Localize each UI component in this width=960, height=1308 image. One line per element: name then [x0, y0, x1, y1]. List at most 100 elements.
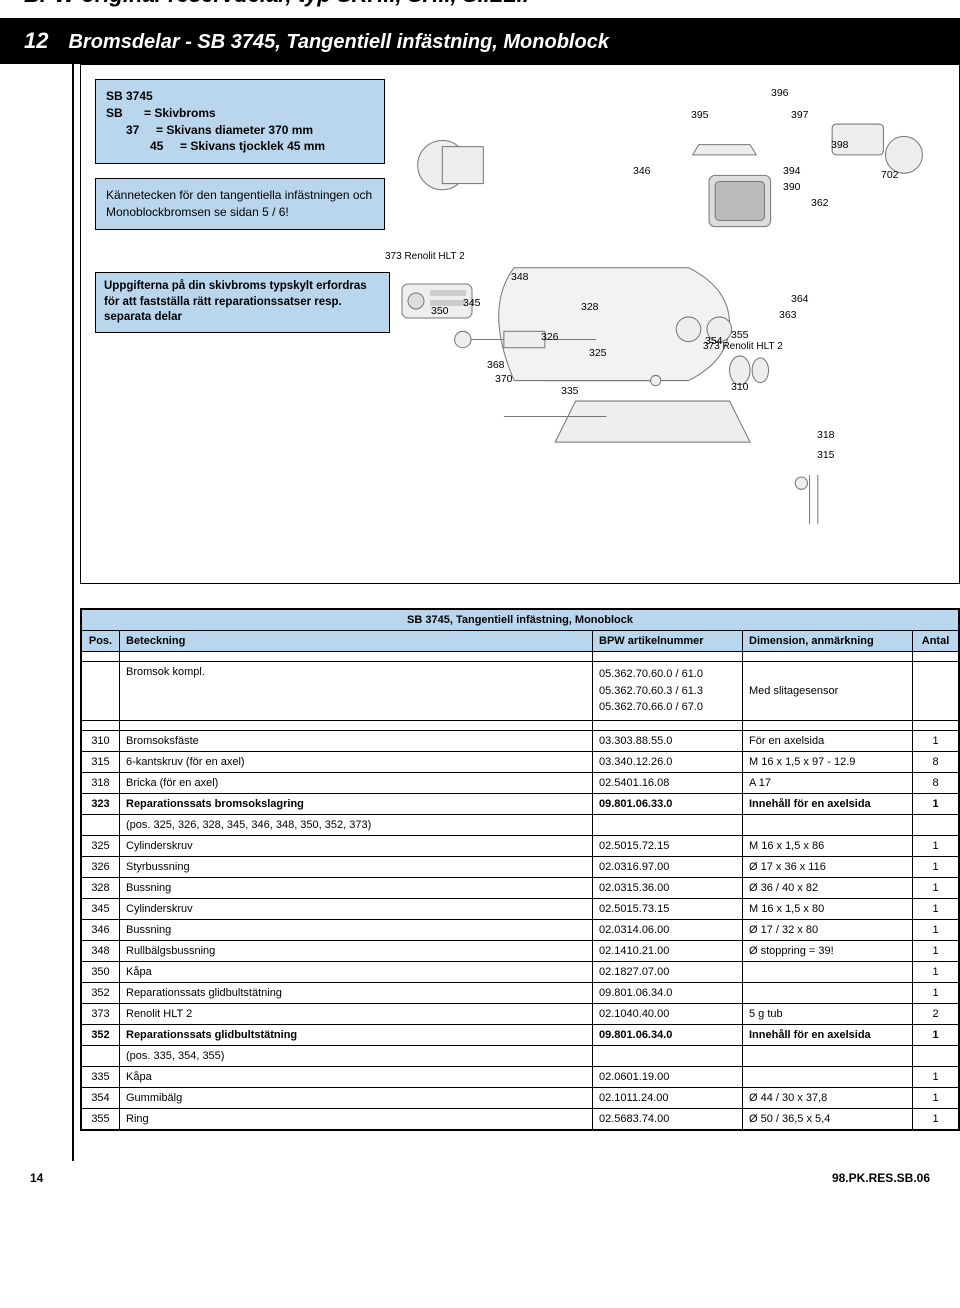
table-cell: 1 — [913, 1066, 959, 1087]
dl-325: 325 — [589, 347, 607, 359]
intro-dim: Med slitagesensor — [743, 662, 913, 721]
table-cell: För en axelsida — [743, 730, 913, 751]
ib-r3c3: = Skivans diameter 370 mm — [156, 122, 313, 139]
table-cell: Ø 17 x 36 x 116 — [743, 856, 913, 877]
table-row: 350Kåpa02.1827.07.001 — [82, 961, 959, 982]
table-cell — [743, 961, 913, 982]
table-cell: 02.1410.21.00 — [593, 940, 743, 961]
table-cell: 373 — [82, 1003, 120, 1024]
table-cell: 325 — [82, 835, 120, 856]
table-cell: 8 — [913, 772, 959, 793]
table-cell — [913, 1045, 959, 1066]
table-cell — [743, 1045, 913, 1066]
table-cell: 02.5015.73.15 — [593, 898, 743, 919]
table-row: 354Gummibälg02.1011.24.00Ø 44 / 30 x 37,… — [82, 1087, 959, 1108]
table-cell: 328 — [82, 877, 120, 898]
col-art: BPW artikelnummer — [593, 631, 743, 652]
table-cell: 03.303.88.55.0 — [593, 730, 743, 751]
intro-row: Bromsok kompl. 05.362.70.60.0 / 61.0 05.… — [82, 662, 959, 721]
table-cell — [593, 814, 743, 835]
dl-398: 398 — [831, 139, 849, 151]
table-cell — [593, 1045, 743, 1066]
table-cell: 02.0316.97.00 — [593, 856, 743, 877]
table-cell: M 16 x 1,5 x 86 — [743, 835, 913, 856]
table-cell: 2 — [913, 1003, 959, 1024]
table-cell: Renolit HLT 2 — [120, 1003, 593, 1024]
table-row: 348Rullbälgsbussning02.1410.21.00Ø stopp… — [82, 940, 959, 961]
page-top-title: BPW original-reservdelar, typ SKH.., SH.… — [24, 0, 529, 8]
table-cell: 348 — [82, 940, 120, 961]
typeskylt-note: Uppgifterna på din skivbroms typskylt er… — [95, 272, 390, 333]
table-row: (pos. 335, 354, 355) — [82, 1045, 959, 1066]
table-cell: 354 — [82, 1087, 120, 1108]
dl-310: 310 — [731, 381, 749, 393]
table-cell: 1 — [913, 982, 959, 1003]
section-number: 12 — [24, 28, 48, 54]
dl-345: 345 — [463, 297, 481, 309]
table-cell: Rullbälgsbussning — [120, 940, 593, 961]
dl-354: 354 — [705, 335, 723, 347]
table-row: 326Styrbussning02.0316.97.00Ø 17 x 36 x … — [82, 856, 959, 877]
table-cell: Innehåll för en axelsida — [743, 793, 913, 814]
dl-390: 390 — [783, 181, 801, 193]
table-cell: 1 — [913, 856, 959, 877]
col-pos: Pos. — [82, 631, 120, 652]
table-row: 318Bricka (för en axel)02.5401.16.08A 17… — [82, 772, 959, 793]
table-cell: 1 — [913, 898, 959, 919]
info-box-model: SB 3745 SB = Skivbroms 37 = Skivans diam… — [95, 79, 385, 164]
ib-r4c1: 45 — [150, 138, 180, 155]
dl-335: 335 — [561, 385, 579, 397]
dl-315: 315 — [817, 449, 835, 461]
table-cell: Gummibälg — [120, 1087, 593, 1108]
table-cell: Styrbussning — [120, 856, 593, 877]
col-bet: Beteckning — [120, 631, 593, 652]
dl-397: 397 — [791, 109, 809, 121]
table-cell: 323 — [82, 793, 120, 814]
table-cell: 1 — [913, 730, 959, 751]
renolit-note-a: 373 Renolit HLT 2 — [385, 251, 465, 262]
table-cell — [913, 814, 959, 835]
table-cell — [743, 982, 913, 1003]
col-dim: Dimension, anmärkning — [743, 631, 913, 652]
table-cell: 09.801.06.33.0 — [593, 793, 743, 814]
dl-346: 346 — [633, 165, 651, 177]
table-cell: Bussning — [120, 919, 593, 940]
dl-395: 395 — [691, 109, 709, 121]
table-cell: Kåpa — [120, 961, 593, 982]
table-cell: 318 — [82, 772, 120, 793]
table-cell: 02.5401.16.08 — [593, 772, 743, 793]
ib-r3c1: 37 — [126, 122, 156, 139]
parts-table: SB 3745, Tangentiell infästning, Monoblo… — [80, 608, 960, 1131]
table-cell — [743, 814, 913, 835]
table-cell: 02.1827.07.00 — [593, 961, 743, 982]
table-cell: 02.5015.72.15 — [593, 835, 743, 856]
table-cell — [743, 1066, 913, 1087]
table-cell: Cylinderskruv — [120, 835, 593, 856]
table-cell: 1 — [913, 961, 959, 982]
table-cell: (pos. 325, 326, 328, 345, 346, 348, 350,… — [120, 814, 593, 835]
table-cell: Innehåll för en axelsida — [743, 1024, 913, 1045]
ib-r2c1: SB — [106, 105, 144, 122]
table-cell: Ø 17 / 32 x 80 — [743, 919, 913, 940]
exploded-diagram: 373 Renolit HLT 2 373 Renolit HLT 2 396 … — [391, 79, 945, 559]
table-cell: 8 — [913, 751, 959, 772]
diagram-panel: SB 3745 SB = Skivbroms 37 = Skivans diam… — [80, 64, 960, 584]
table-cell: 352 — [82, 982, 120, 1003]
table-cell: 345 — [82, 898, 120, 919]
table-cell: Ring — [120, 1108, 593, 1129]
table-cell: 352 — [82, 1024, 120, 1045]
table-cell: 02.5683.74.00 — [593, 1108, 743, 1129]
table-cell: A 17 — [743, 772, 913, 793]
info-line1: SB 3745 — [106, 88, 374, 105]
table-cell: 1 — [913, 940, 959, 961]
table-cell: 346 — [82, 919, 120, 940]
table-cell: 02.0601.19.00 — [593, 1066, 743, 1087]
table-cell: Bricka (för en axel) — [120, 772, 593, 793]
page-footer: 14 98.PK.RES.SB.06 — [0, 1161, 960, 1205]
dl-370: 370 — [495, 373, 513, 385]
table-cell: 6-kantskruv (för en axel) — [120, 751, 593, 772]
table-cell: 02.1011.24.00 — [593, 1087, 743, 1108]
table-cell: Bussning — [120, 877, 593, 898]
table-cell: 1 — [913, 1108, 959, 1129]
table-row: 325Cylinderskruv02.5015.72.15M 16 x 1,5 … — [82, 835, 959, 856]
